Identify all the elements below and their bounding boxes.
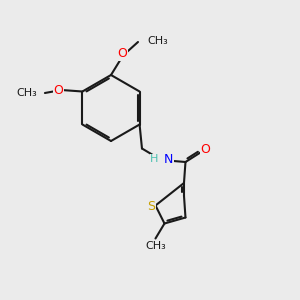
Text: CH₃: CH₃ [17,88,38,98]
Text: CH₃: CH₃ [145,241,166,251]
Text: H: H [150,154,158,164]
Text: O: O [118,47,127,60]
Text: S: S [147,200,155,213]
Text: CH₃: CH₃ [147,35,168,46]
Text: N: N [164,153,173,166]
Text: O: O [201,142,211,156]
Text: O: O [54,83,64,97]
